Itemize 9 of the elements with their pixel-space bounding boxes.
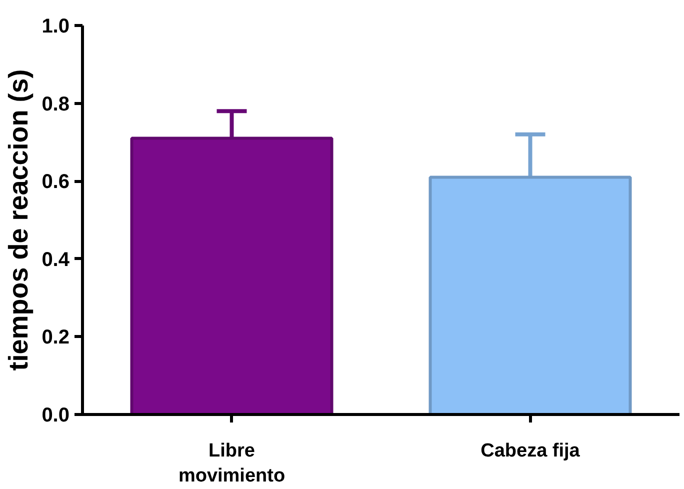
y-tick-label: 0.6: [42, 171, 70, 194]
y-axis-title: tiempos de reaccion (s): [4, 69, 34, 371]
y-tick-label: 0.8: [42, 93, 70, 116]
x-tick-label: Cabeza fija: [480, 440, 580, 462]
y-tick-label: 0.4: [42, 248, 70, 271]
y-tick-label: 1.0: [42, 16, 70, 38]
y-tick-label: 0.0: [42, 404, 70, 426]
y-tick-label: 0.2: [42, 326, 70, 349]
x-tick-label: Libre movimiento: [178, 440, 286, 487]
